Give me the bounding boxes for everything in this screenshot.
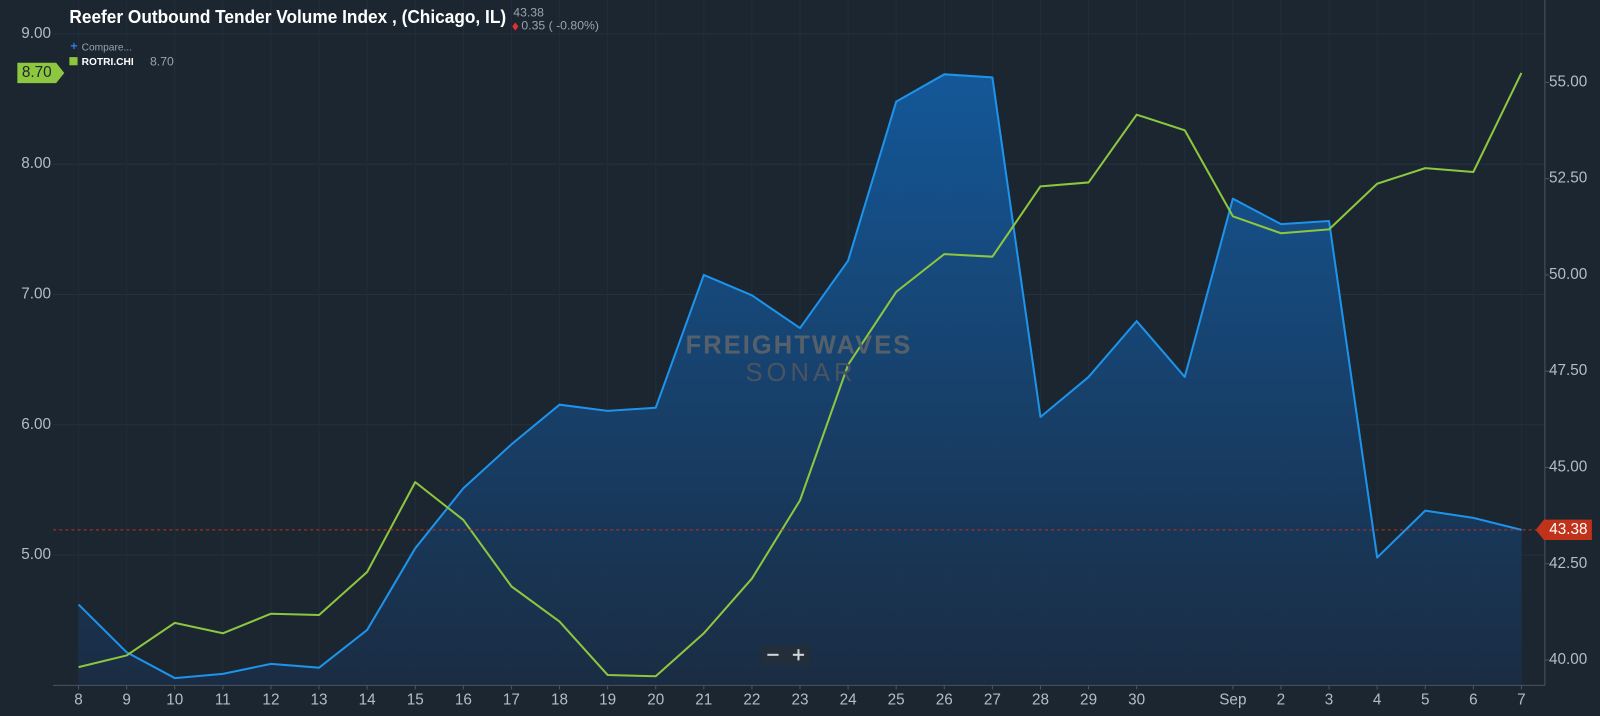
- y2-tick-label: 50.00: [1549, 266, 1587, 283]
- y2-tick-label: 55.00: [1549, 73, 1587, 90]
- x-tick-label: 14: [359, 692, 377, 709]
- marks: [53, 72, 1545, 686]
- zoom-controls: [761, 644, 811, 666]
- last-value-label: 8.70: [22, 64, 52, 81]
- plus-icon: +: [70, 39, 77, 53]
- down-icon: [512, 22, 519, 31]
- x-tick-label: 4: [1373, 692, 1382, 709]
- last-value: 43.38: [513, 5, 544, 19]
- x-tick-label: 18: [551, 692, 568, 709]
- last-value-label: 43.38: [1549, 521, 1587, 538]
- x-tick-label: 26: [936, 692, 953, 709]
- y-tick-label: 5.00: [21, 546, 51, 563]
- x-tick-label: 21: [695, 692, 712, 709]
- legend-swatch: [69, 57, 78, 66]
- x-tick-label: 19: [599, 692, 616, 709]
- x-tick-label: 29: [1080, 692, 1097, 709]
- y2-tick-label: 52.50: [1549, 170, 1587, 187]
- last-value-badge: [17, 62, 65, 84]
- compare-link[interactable]: Compare...: [82, 43, 132, 54]
- x-tick-label: 10: [166, 692, 183, 709]
- x-tick-label: 28: [1032, 692, 1049, 709]
- series-line: [78, 72, 1523, 678]
- watermark: SONAR: [745, 359, 856, 387]
- last-value-badge: [1535, 519, 1592, 541]
- x-tick-label: 11: [215, 692, 231, 709]
- x-tick-label: 9: [122, 692, 131, 709]
- x-tick-label: Sep: [1219, 692, 1246, 709]
- y2-tick-label: 47.50: [1549, 362, 1587, 379]
- y-tick-label: 7.00: [21, 286, 51, 303]
- x-tick-label: 7: [1517, 692, 1526, 709]
- chart-title: Reefer Outbound Tender Volume Index , (C…: [69, 6, 506, 27]
- watermark: FREIGHTWAVES: [686, 332, 913, 360]
- y-tick-label: 9.00: [21, 25, 51, 42]
- x-tick-label: 3: [1325, 692, 1334, 709]
- series-line: [77, 73, 1522, 680]
- x-tick-label: 20: [647, 692, 664, 709]
- legend-name: ROTRI.CHI: [82, 57, 134, 68]
- area-fill: [78, 74, 1522, 686]
- x-tick-label: 23: [791, 692, 808, 709]
- x-tick-label: 24: [840, 692, 858, 709]
- x-tick-label: 5: [1421, 692, 1430, 709]
- y-tick-label: 6.00: [21, 416, 51, 433]
- y-tick-label: 8.00: [21, 155, 51, 172]
- y2-tick-label: 42.50: [1549, 555, 1587, 572]
- x-tick-label: 8: [74, 692, 83, 709]
- x-tick-label: 30: [1128, 692, 1145, 709]
- x-tick-label: 12: [262, 692, 279, 709]
- x-tick-label: 22: [743, 692, 760, 709]
- y2-tick-label: 40.00: [1549, 651, 1587, 668]
- x-tick-label: 2: [1277, 692, 1286, 709]
- x-tick-label: 6: [1469, 692, 1478, 709]
- legend-value: 8.70: [150, 54, 174, 68]
- x-tick-label: 15: [407, 692, 424, 709]
- x-tick-label: 25: [888, 692, 905, 709]
- x-tick-label: 17: [503, 692, 520, 709]
- x-tick-label: 27: [984, 692, 1001, 709]
- change: 0.35 ( -0.80%): [521, 19, 599, 33]
- x-tick-label: 13: [311, 692, 328, 709]
- x-tick-label: 16: [455, 692, 472, 709]
- y2-tick-label: 45.00: [1549, 459, 1587, 476]
